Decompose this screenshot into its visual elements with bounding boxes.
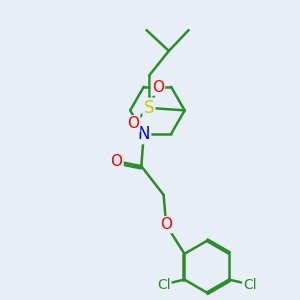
Text: S: S: [144, 99, 154, 117]
Text: Cl: Cl: [243, 278, 256, 292]
Text: N: N: [138, 125, 150, 143]
Text: O: O: [160, 217, 172, 232]
Text: O: O: [111, 154, 123, 169]
Text: Cl: Cl: [157, 278, 170, 292]
Text: O: O: [152, 80, 164, 94]
Text: O: O: [127, 116, 139, 131]
